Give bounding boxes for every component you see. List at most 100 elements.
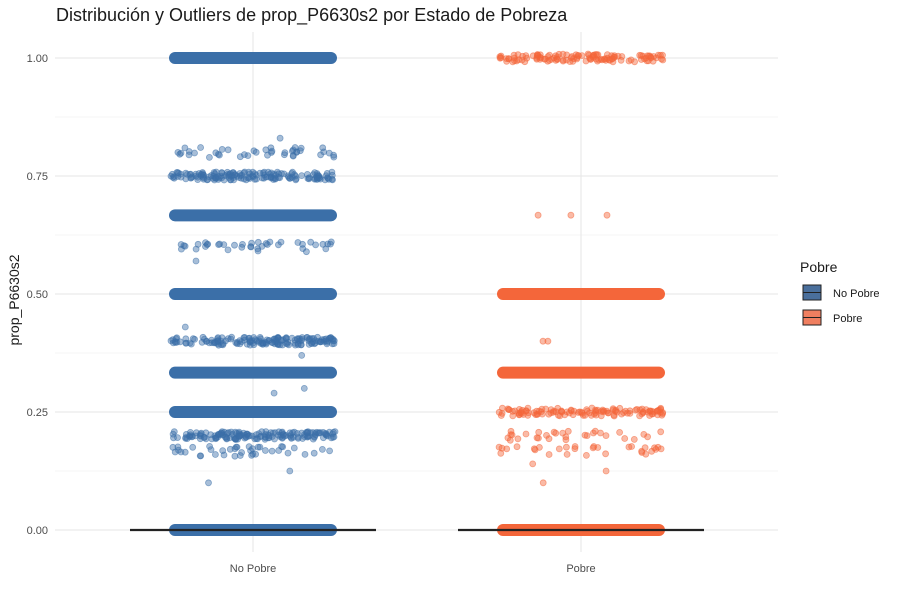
data-point <box>214 433 222 441</box>
data-point <box>554 404 562 412</box>
data-point <box>594 444 602 451</box>
data-point <box>170 174 178 182</box>
data-point <box>305 340 313 348</box>
x-tick-label: No Pobre <box>230 563 276 575</box>
data-point <box>235 428 243 436</box>
data-point <box>521 58 529 66</box>
data-point <box>251 170 259 178</box>
data-point <box>169 443 177 451</box>
data-point <box>249 339 257 347</box>
data-point <box>583 451 590 459</box>
data-point <box>315 174 323 182</box>
data-point <box>541 55 549 63</box>
data-point <box>563 450 571 458</box>
data-point <box>328 340 336 348</box>
data-point <box>265 432 273 440</box>
data-point <box>218 169 226 176</box>
data-point <box>270 389 278 397</box>
data-point <box>258 174 266 182</box>
data-point <box>640 430 648 438</box>
data-point <box>224 429 232 437</box>
data-point <box>330 151 338 159</box>
data-point <box>194 176 202 184</box>
data-point <box>559 56 567 64</box>
data-point <box>191 335 199 343</box>
data-point <box>284 449 292 457</box>
data-point <box>638 449 646 456</box>
data-point <box>644 433 651 441</box>
dense-point-band <box>169 288 337 300</box>
legend-label-pobre: Pobre <box>833 313 862 325</box>
data-point <box>571 443 579 450</box>
data-point <box>602 450 609 458</box>
data-point <box>169 336 177 344</box>
data-point <box>294 341 302 349</box>
data-point <box>191 149 198 157</box>
data-point <box>307 238 315 246</box>
data-point <box>235 174 243 181</box>
data-point <box>536 55 544 63</box>
data-point <box>529 460 537 468</box>
data-point <box>570 55 577 63</box>
dense-point-band <box>169 406 337 418</box>
data-point <box>264 151 271 159</box>
data-point <box>272 171 280 179</box>
data-point <box>197 144 205 151</box>
data-point <box>233 443 241 451</box>
data-point <box>280 151 288 159</box>
data-point <box>255 337 263 345</box>
data-point <box>602 467 610 475</box>
data-point <box>196 452 204 460</box>
data-point <box>301 433 308 441</box>
data-point <box>611 54 618 61</box>
data-point <box>294 434 302 442</box>
data-point <box>219 447 227 455</box>
data-point <box>588 404 596 412</box>
data-point <box>254 443 262 451</box>
y-tick-label: 0.50 <box>27 289 48 301</box>
data-point <box>174 443 182 451</box>
data-point <box>300 384 308 392</box>
data-point <box>616 428 623 436</box>
data-point <box>272 338 280 346</box>
legend: Pobre No Pobre Pobre <box>800 259 879 326</box>
data-point <box>226 445 234 453</box>
data-point <box>621 435 629 442</box>
data-point <box>214 337 222 345</box>
data-point <box>205 479 212 487</box>
data-point <box>535 428 543 436</box>
data-point <box>215 151 223 159</box>
data-point <box>200 434 208 441</box>
data-point <box>324 240 332 248</box>
data-point <box>281 432 289 440</box>
legend-title: Pobre <box>800 259 838 275</box>
data-point <box>657 445 665 453</box>
data-point <box>303 333 311 341</box>
y-tick-label: 0.00 <box>27 525 48 537</box>
data-point <box>637 56 645 63</box>
data-point <box>224 146 232 154</box>
data-point <box>205 153 213 161</box>
data-point <box>329 428 337 436</box>
data-point <box>497 412 505 419</box>
data-point <box>278 443 286 450</box>
axes: 0.00 0.25 0.50 0.75 1.00 No Pobre Pobre <box>27 53 596 575</box>
data-point <box>626 409 634 417</box>
data-point <box>252 148 260 156</box>
data-point <box>654 406 662 414</box>
data-point <box>537 408 545 416</box>
data-point <box>182 339 190 347</box>
data-point <box>286 467 294 475</box>
data-point <box>544 337 552 345</box>
dense-point-band <box>497 288 665 300</box>
data-point <box>256 443 264 451</box>
data-point <box>649 57 657 65</box>
data-point <box>249 445 256 453</box>
data-point <box>290 428 298 436</box>
data-point <box>603 211 611 219</box>
data-point <box>231 241 238 249</box>
data-point <box>261 447 269 454</box>
data-point <box>567 211 575 219</box>
data-point <box>522 430 530 438</box>
data-point <box>657 428 665 436</box>
